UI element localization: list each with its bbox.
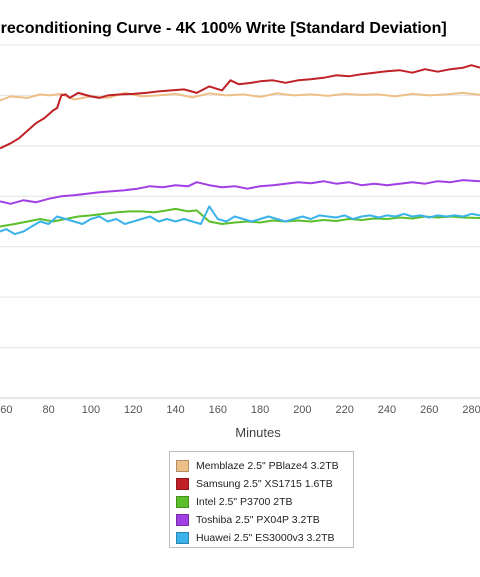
series-line-toshiba-2-5-px04p-3-2tb	[0, 179, 480, 205]
x-tick-label-9: 240	[378, 404, 396, 416]
legend-label: Memblaze 2.5" PBlaze4 3.2TB	[196, 460, 339, 472]
x-tick-label-6: 180	[251, 404, 269, 416]
legend-label: Samsung 2.5" XS1715 1.6TB	[196, 478, 333, 490]
legend-item-intel-2-5-p3700-2tb: Intel 2.5" P3700 2TB	[176, 493, 353, 511]
legend-swatch	[176, 514, 189, 526]
series-line-memblaze-2-5-pblaze4-3-2tb	[0, 91, 480, 102]
x-axis-label: Minutes	[235, 425, 281, 440]
legend-item-samsung-2-5-xs1715-1-6tb: Samsung 2.5" XS1715 1.6TB	[176, 475, 353, 493]
x-tick-label-3: 120	[124, 404, 142, 416]
x-tick-label-1: 80	[43, 404, 55, 416]
x-tick-label-8: 220	[335, 404, 353, 416]
series-line-intel-2-5-p3700-2tb	[0, 207, 480, 228]
x-axis-tick-labels: 60 80 100 120 140 160 180 200 220 240 260 280	[0, 404, 480, 416]
legend-item-memblaze-2-5-pblaze4-3-2tb: Memblaze 2.5" PBlaze4 3.2TB	[176, 457, 353, 475]
series-line-samsung-2-5-xs1715-1-6tb	[0, 64, 480, 150]
legend-swatch	[176, 532, 189, 544]
x-tick-label-10: 260	[420, 404, 438, 416]
x-tick-label-4: 140	[166, 404, 184, 416]
x-tick-label-5: 160	[209, 404, 227, 416]
x-tick-label-2: 100	[82, 404, 100, 416]
legend-swatch	[176, 496, 189, 508]
x-tick-label-11: 280	[462, 404, 480, 416]
x-tick-label-7: 200	[293, 404, 311, 416]
legend-label: Intel 2.5" P3700 2TB	[196, 496, 293, 508]
legend-item-toshiba-2-5-px04p-3-2tb: Toshiba 2.5" PX04P 3.2TB	[176, 511, 353, 529]
chart-legend: Memblaze 2.5" PBlaze4 3.2TB Samsung 2.5" …	[169, 451, 354, 548]
chart-title: Preconditioning Curve - 4K 100% Write [S…	[0, 20, 447, 37]
plot-series	[0, 64, 480, 236]
x-tick-label-0: 60	[0, 404, 12, 416]
legend-swatch	[176, 460, 189, 472]
legend-label: Huawei 2.5" ES3000v3 3.2TB	[196, 532, 335, 544]
legend-item-huawei-2-5-es3000v3-3-2tb: Huawei 2.5" ES3000v3 3.2TB	[176, 529, 353, 547]
legend-label: Toshiba 2.5" PX04P 3.2TB	[196, 514, 320, 526]
series-line-huawei-2-5-es3000v3-3-2tb	[0, 205, 480, 236]
legend-swatch	[176, 478, 189, 490]
